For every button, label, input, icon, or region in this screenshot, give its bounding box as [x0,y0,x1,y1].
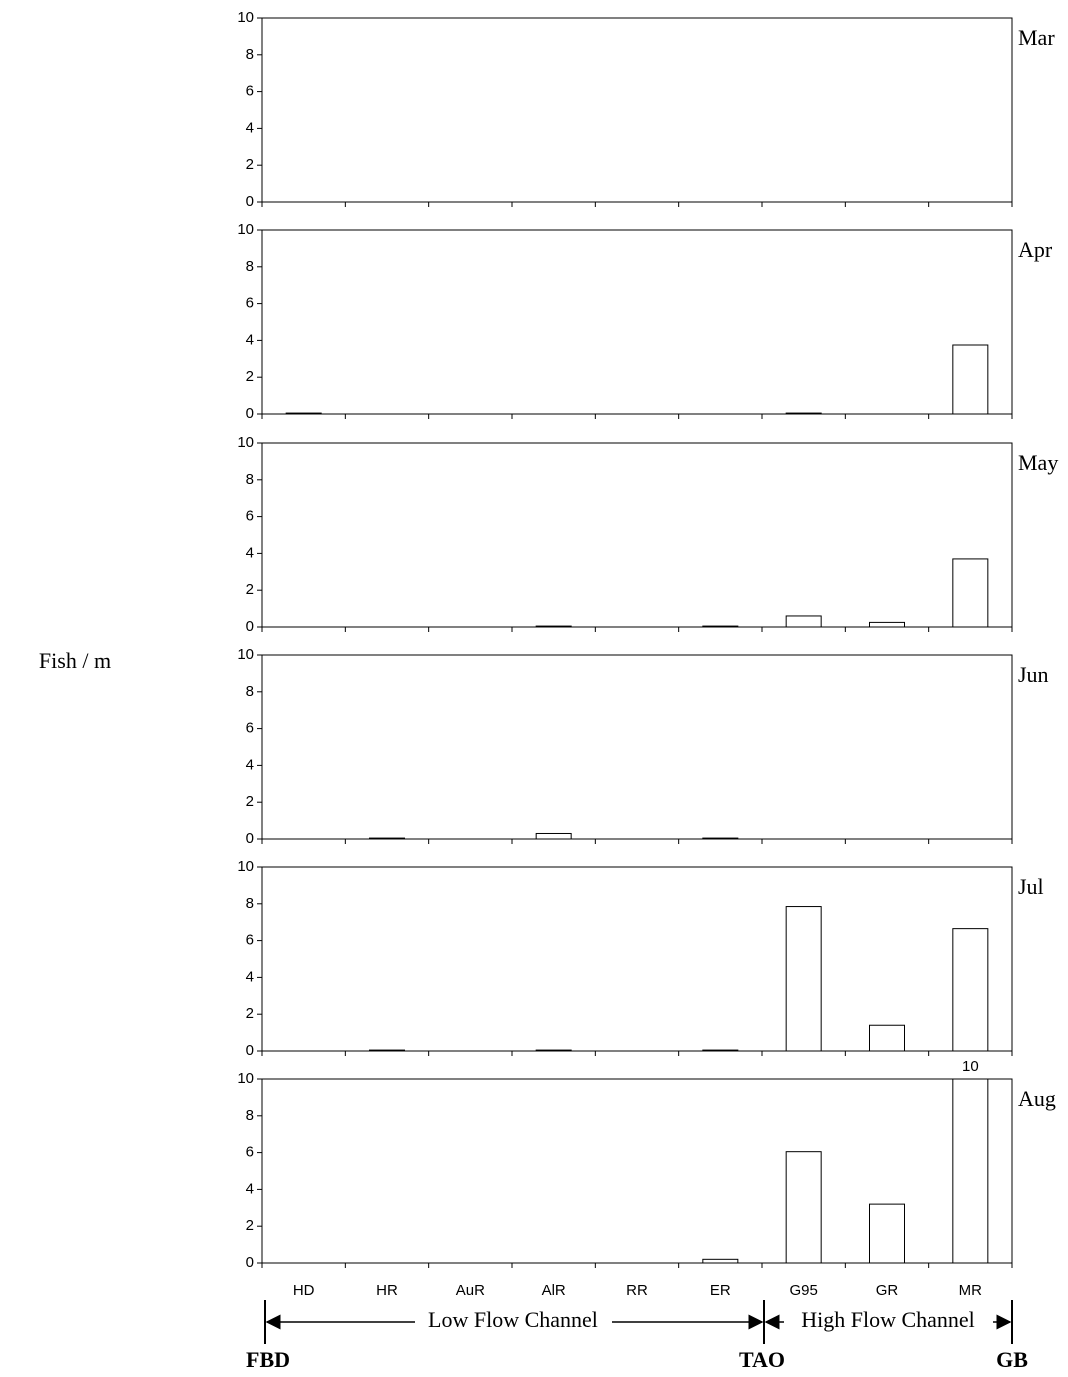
bar [702,837,739,840]
panel-title: Aug [1018,1086,1056,1111]
y-tick-label: 10 [237,434,254,451]
bar [952,1078,989,1264]
bar [535,625,572,628]
bar [702,625,739,628]
x-tick-label: RR [626,1282,648,1299]
y-tick-label: 4 [246,119,254,136]
y-tick-label: 8 [246,471,254,488]
y-tick-label: 4 [246,544,254,561]
bar [785,906,822,1052]
annotation: FBD [246,1347,290,1372]
bar [285,412,322,415]
bar [869,1024,905,1052]
panel-title: Jul [1018,874,1044,899]
bar [369,1049,405,1052]
x-tick-label: AuR [456,1282,485,1299]
y-tick-label: 10 [237,646,254,663]
x-tick-label: HR [376,1282,398,1299]
annotation: High Flow Channel [801,1307,975,1332]
bar [785,615,822,628]
bar [702,1049,739,1052]
y-tick-label: 8 [246,895,254,912]
bar [952,558,989,628]
y-tick-label: 10 [237,1070,254,1087]
y-tick-label: 2 [246,1217,254,1234]
y-tick-label: 4 [246,756,254,773]
y-tick-label: 0 [246,1042,254,1059]
bar [785,412,822,415]
data-label: 10 [962,1058,979,1075]
bar [535,832,572,840]
y-tick-label: 10 [237,858,254,875]
plot-area [261,229,1013,415]
plot-area [261,17,1013,203]
y-tick-label: 6 [246,295,254,312]
bar [952,344,989,415]
y-tick-label: 4 [246,968,254,985]
y-tick-label: 6 [246,720,254,737]
bar [952,928,989,1052]
annotation: TAO [739,1347,785,1372]
y-tick-label: 0 [246,618,254,635]
x-tick-label: G95 [789,1282,817,1299]
y-tick-label: 2 [246,793,254,810]
y-tick-label: 8 [246,1107,254,1124]
plot-area [261,442,1013,628]
bar [785,1151,822,1264]
y-tick-label: 10 [237,9,254,26]
y-tick-label: 0 [246,1254,254,1271]
y-tick-label: 8 [246,46,254,63]
y-tick-label: 6 [246,1144,254,1161]
y-tick-label: 6 [246,932,254,949]
bar [369,837,405,840]
plot-area [261,654,1013,840]
bar [869,621,905,628]
y-tick-label: 6 [246,83,254,100]
panel-title: May [1018,450,1058,475]
y-tick-label: 2 [246,156,254,173]
plot-area [261,866,1013,1052]
y-tick-label: 0 [246,193,254,210]
y-tick-label: 0 [246,830,254,847]
annotation: Low Flow Channel [428,1307,598,1332]
y-tick-label: 4 [246,1180,254,1197]
panel-title: Apr [1018,237,1053,262]
y-tick-label: 8 [246,258,254,275]
y-tick-label: 2 [246,1005,254,1022]
x-tick-label: AlR [542,1282,566,1299]
plot-area [261,1078,1013,1264]
x-tick-label: ER [710,1282,731,1299]
y-tick-label: 4 [246,331,254,348]
bar [535,1049,572,1052]
x-tick-label: MR [959,1282,982,1299]
bar [869,1203,905,1264]
bar [702,1258,739,1264]
y-tick-label: 2 [246,581,254,598]
panel-title: Mar [1018,25,1055,50]
y-tick-label: 6 [246,508,254,525]
annotation: GB [996,1347,1028,1372]
y-tick-label: 8 [246,683,254,700]
x-tick-label: GR [876,1282,899,1299]
y-tick-label: 10 [237,221,254,238]
panel-title: Jun [1018,662,1049,687]
y-axis-label: Fish / m [39,648,111,673]
y-tick-label: 0 [246,405,254,422]
y-tick-label: 2 [246,368,254,385]
x-tick-label: HD [293,1282,315,1299]
